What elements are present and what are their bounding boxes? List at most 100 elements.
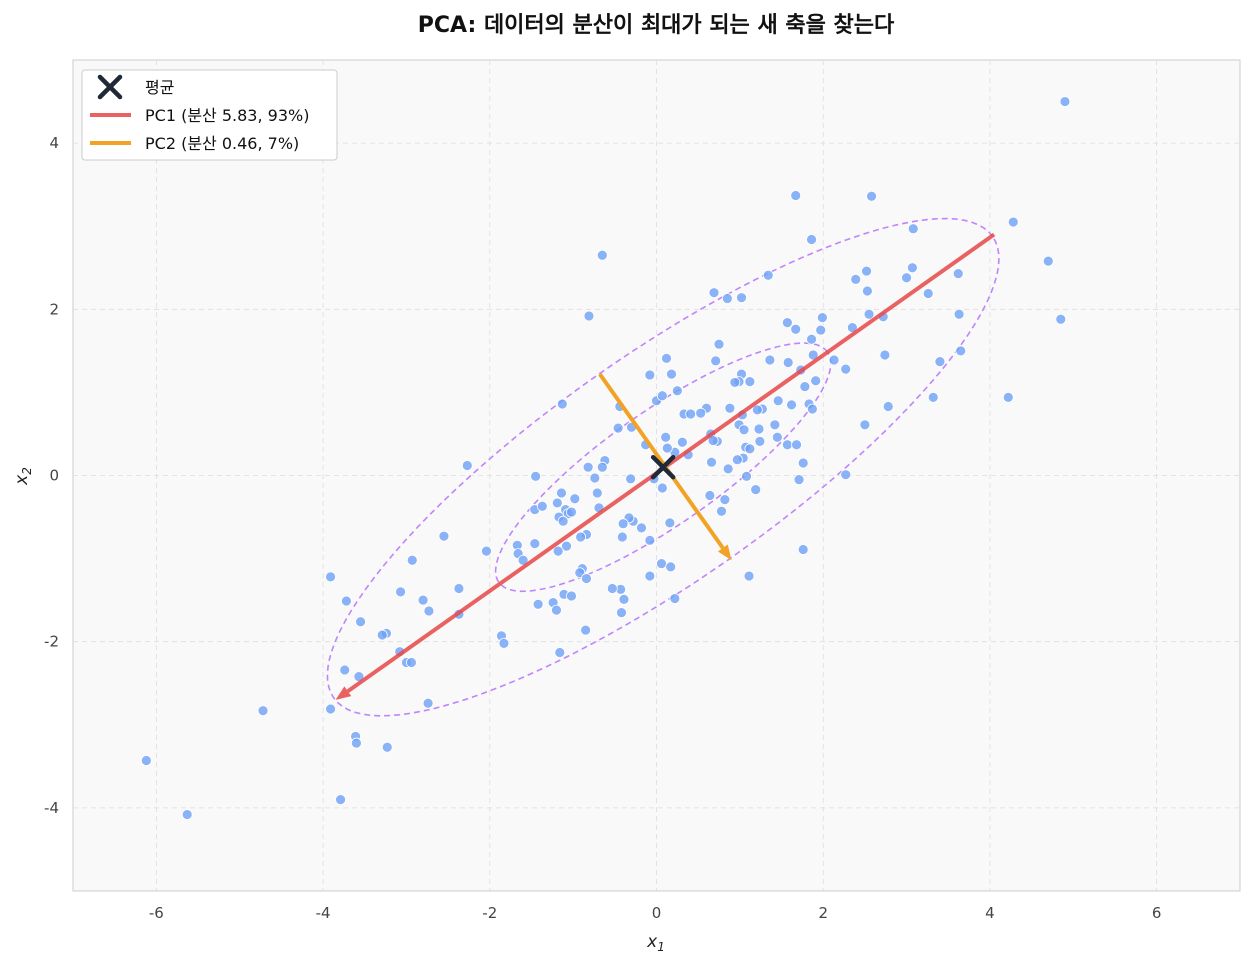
data-point	[741, 470, 752, 482]
data-point	[866, 190, 877, 202]
legend-label-pc1: PC1 (분산 5.83, 93%)	[145, 106, 309, 125]
data-point	[859, 419, 871, 431]
data-point	[665, 561, 677, 573]
data-point	[417, 594, 429, 606]
data-point	[952, 268, 964, 279]
x-tick-label: 4	[985, 904, 995, 922]
data-point	[743, 570, 755, 582]
data-point	[461, 460, 473, 471]
data-point	[754, 436, 766, 447]
data-point	[781, 317, 793, 328]
data-point	[695, 407, 707, 419]
data-point	[1055, 313, 1067, 325]
data-point	[882, 401, 894, 412]
data-point	[556, 487, 567, 499]
data-point	[753, 423, 765, 435]
data-point	[561, 540, 572, 552]
data-point	[140, 755, 152, 766]
legend-box	[81, 69, 338, 161]
pc2-axis-line	[598, 372, 725, 550]
data-point	[339, 664, 351, 676]
y-axis-label: x2	[12, 467, 34, 486]
data-point	[782, 357, 794, 368]
x-tick-label: -6	[149, 904, 164, 922]
data-point	[669, 593, 681, 604]
data-point	[551, 604, 562, 616]
data-point	[569, 493, 581, 505]
data-point	[664, 517, 676, 529]
pc1-axis-line	[346, 232, 996, 693]
data-point	[580, 624, 592, 636]
data-point	[671, 385, 683, 397]
data-point	[644, 369, 656, 381]
data-point	[861, 285, 873, 297]
data-point	[791, 439, 802, 451]
y-axis-label-main: x	[12, 474, 32, 486]
data-point	[706, 456, 717, 468]
data-point	[731, 454, 743, 466]
data-point	[704, 490, 716, 501]
legend-mean-marker	[97, 74, 123, 100]
data-point	[797, 457, 809, 469]
data-point	[532, 598, 544, 610]
data-point	[907, 262, 918, 274]
data-point	[708, 287, 720, 299]
principal-component-arrows	[335, 232, 996, 700]
data-point	[181, 809, 193, 820]
data-point	[750, 484, 762, 496]
data-point	[257, 705, 269, 717]
data-point	[341, 595, 352, 607]
data-point	[828, 354, 840, 366]
data-point	[810, 375, 822, 387]
grid-lines	[73, 60, 1240, 891]
data-point	[636, 522, 647, 534]
data-point	[806, 403, 818, 415]
pc1-arrowhead	[335, 686, 352, 700]
data-point	[710, 355, 722, 367]
data-point	[707, 435, 719, 446]
data-point	[536, 500, 548, 512]
data-point	[351, 737, 362, 749]
data-point	[751, 404, 763, 416]
axis-ticks: -6 -4 -2 0 2 4 6 -4 -2 0 2 4	[44, 134, 1161, 922]
data-point	[581, 573, 592, 584]
data-point	[529, 538, 541, 550]
y-tick-label: -2	[44, 633, 59, 651]
data-point	[736, 292, 747, 304]
data-point	[1007, 216, 1019, 228]
data-point	[771, 431, 783, 443]
data-point	[625, 473, 637, 485]
data-point	[656, 558, 667, 569]
data-point	[786, 399, 797, 411]
legend-label-pc2: PC2 (분산 0.46, 7%)	[145, 134, 299, 153]
data-point	[606, 583, 618, 594]
data-point	[325, 571, 336, 583]
data-point	[551, 497, 563, 509]
data-point	[644, 534, 656, 546]
data-point	[556, 398, 568, 410]
chart-title: PCA: 데이터의 분산이 최대가 되는 새 축을 찾는다	[418, 13, 895, 38]
data-point	[840, 469, 852, 481]
y-tick-label: -4	[44, 799, 59, 817]
data-point	[325, 703, 336, 715]
data-point	[355, 616, 366, 628]
data-point	[716, 505, 727, 517]
covariance-ellipse-1	[494, 342, 832, 593]
legend: 평균 PC1 (분산 5.83, 93%) PC2 (분산 0.46, 7%)	[81, 69, 338, 161]
data-point	[552, 545, 564, 557]
data-point	[453, 583, 465, 594]
data-point	[724, 402, 736, 414]
x-tick-label: -4	[316, 904, 331, 922]
data-point	[589, 472, 601, 484]
data-point	[666, 368, 677, 380]
data-point	[676, 436, 688, 448]
data-point	[861, 265, 872, 277]
data-point	[612, 422, 624, 434]
mean-marker-group	[650, 454, 676, 480]
data-point	[422, 697, 434, 709]
data-point	[907, 223, 919, 235]
data-point	[616, 531, 628, 543]
y-axis-label-subscript: 2	[20, 467, 34, 475]
data-point	[815, 324, 827, 336]
data-point	[790, 323, 802, 335]
